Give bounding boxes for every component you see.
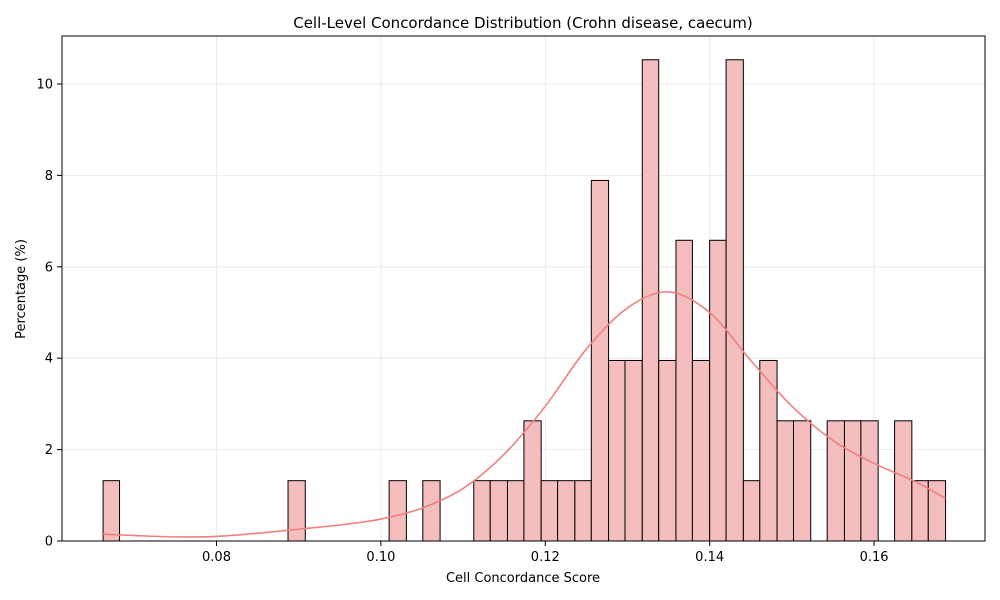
kde-curve xyxy=(103,291,946,538)
y-tick-label: 2 xyxy=(45,443,53,458)
histogram-bar xyxy=(894,420,913,542)
plot-frame xyxy=(61,35,986,542)
histogram-bar xyxy=(557,480,576,542)
x-tick-label: 0.08 xyxy=(202,550,231,565)
histogram-bar xyxy=(911,480,929,542)
histogram-bar xyxy=(776,420,794,542)
y-tick-label: 0 xyxy=(45,535,53,550)
y-tick-label: 8 xyxy=(45,169,53,184)
histogram-bar xyxy=(624,359,643,542)
histogram-bar xyxy=(102,480,121,542)
histogram-bar xyxy=(489,480,508,542)
y-tick-label: 10 xyxy=(36,77,53,92)
histogram-bar xyxy=(473,480,491,542)
histogram-bar xyxy=(590,179,610,542)
histogram-bar xyxy=(843,420,862,542)
histogram-bar xyxy=(540,480,559,542)
histogram-bar xyxy=(388,480,407,542)
histogram-bar xyxy=(675,239,693,542)
y-tick-label: 6 xyxy=(45,260,53,275)
histogram-bar xyxy=(742,480,761,542)
histogram-bar xyxy=(691,359,711,542)
histogram-bars xyxy=(102,59,947,542)
x-tick-label: 0.14 xyxy=(695,550,724,565)
x-axis-ticks: 0.08 0.10 0.12 0.14 0.16 xyxy=(202,541,889,565)
x-tick-label: 0.12 xyxy=(531,550,560,565)
histogram-bar xyxy=(658,359,677,542)
y-axis-ticks: 0 2 4 6 8 10 xyxy=(36,77,62,550)
histogram-bar xyxy=(608,359,626,542)
histogram-bar xyxy=(523,420,542,542)
histogram-bar xyxy=(641,59,660,542)
chart-title: Cell-Level Concordance Distribution (Cro… xyxy=(293,14,753,32)
y-axis-label: Percentage (%) xyxy=(14,239,29,339)
histogram-bar xyxy=(709,239,727,542)
histogram-bar xyxy=(422,480,441,542)
histogram-bar xyxy=(860,420,879,542)
histogram-bar xyxy=(792,420,812,542)
x-axis-label: Cell Concordance Score xyxy=(446,571,600,586)
histogram-bar xyxy=(287,480,306,542)
x-tick-label: 0.16 xyxy=(860,550,889,565)
histogram-bar xyxy=(574,480,592,542)
x-tick-label: 0.10 xyxy=(366,550,395,565)
histogram-bar xyxy=(506,480,525,542)
y-tick-label: 4 xyxy=(45,352,53,367)
histogram-bar xyxy=(725,59,744,542)
